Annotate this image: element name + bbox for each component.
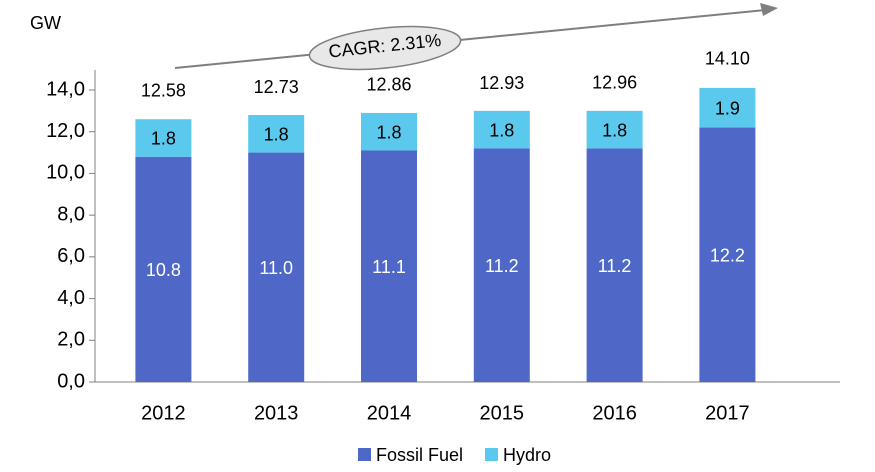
data-label: 11.0 [259, 258, 293, 278]
bar-segment [248, 115, 305, 153]
data-label: 12.2 [710, 246, 745, 266]
x-tick-label: 2016 [592, 402, 637, 424]
data-label: 1.8 [376, 122, 401, 142]
y-axis-label: GW [30, 13, 61, 33]
x-tick-label: 2015 [480, 402, 525, 424]
bar-segment [135, 156, 192, 382]
total-label: 12.58 [141, 80, 186, 100]
data-label: 10.8 [146, 260, 181, 280]
legend-swatch [485, 448, 499, 461]
bar-segment [699, 127, 756, 383]
bar-segment [473, 148, 530, 382]
total-label: 12.73 [254, 77, 299, 97]
legend-swatch [358, 448, 371, 461]
data-label: 1.9 [715, 98, 740, 118]
legend-label: Fossil Fuel [376, 445, 463, 465]
y-tick-label: 0,0 [57, 370, 85, 392]
bar-segment [248, 152, 305, 382]
x-tick-label: 2017 [705, 402, 750, 424]
bar-segment [473, 110, 530, 149]
x-tick-label: 2014 [367, 402, 412, 424]
data-label: 1.8 [489, 120, 514, 140]
total-label: 12.96 [592, 72, 637, 92]
data-label: 1.8 [264, 125, 289, 145]
bar-segment [135, 119, 192, 157]
data-label: 11.1 [372, 257, 406, 277]
bar-segment [586, 110, 643, 149]
total-label: 14.10 [705, 49, 750, 69]
y-tick-label: 6,0 [57, 245, 85, 267]
bar-segment [361, 150, 417, 382]
bar-segment [361, 112, 417, 151]
y-tick-label: 14,0 [46, 78, 85, 100]
x-tick-label: 2012 [141, 402, 186, 424]
data-label: 1.8 [151, 129, 176, 149]
bar-segment [699, 87, 756, 128]
y-tick-label: 12,0 [46, 120, 85, 142]
data-label: 11.2 [485, 256, 519, 276]
total-label: 12.93 [479, 73, 524, 93]
data-label: 11.2 [598, 256, 632, 276]
bar-segment [586, 148, 643, 382]
x-tick-label: 2013 [254, 402, 299, 424]
legend-label: Hydro [503, 445, 551, 465]
y-tick-label: 2,0 [57, 329, 85, 351]
y-tick-label: 4,0 [57, 287, 85, 309]
trend-arrow [174, 9, 766, 69]
annotation-bubble [308, 25, 462, 71]
data-label: 1.8 [602, 120, 627, 140]
y-tick-label: 10,0 [46, 162, 85, 184]
arrow-head [760, 3, 778, 16]
total-label: 12.86 [366, 75, 411, 95]
y-tick-label: 8,0 [57, 203, 85, 225]
